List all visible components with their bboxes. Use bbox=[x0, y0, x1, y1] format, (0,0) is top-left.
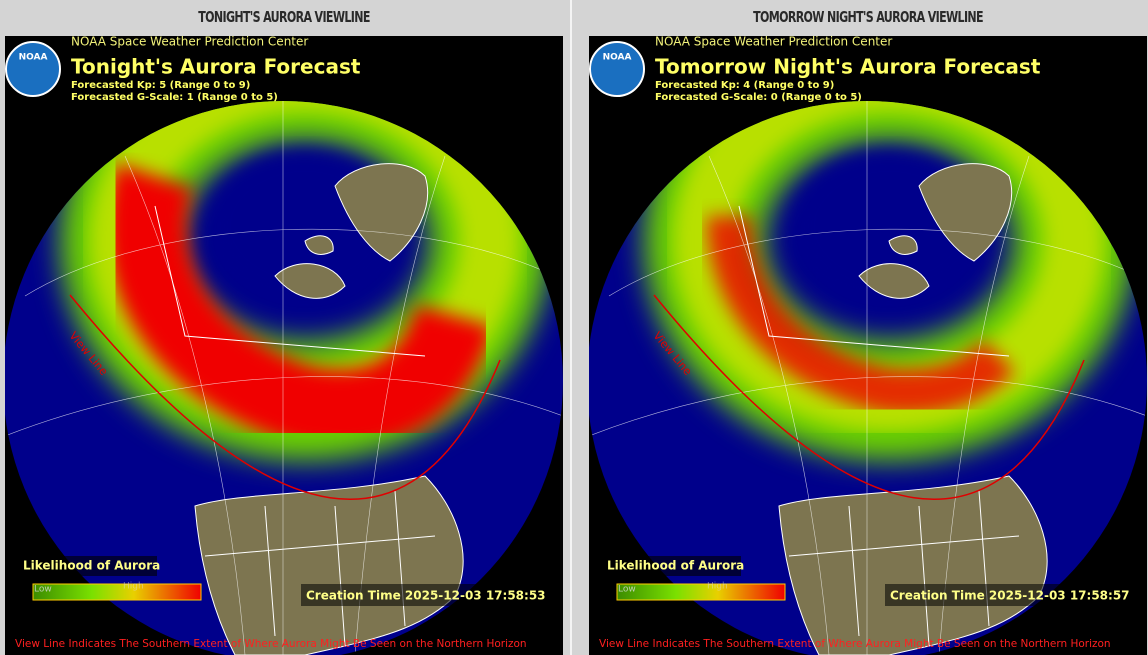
noaa-logo-text: NOAA bbox=[603, 53, 632, 63]
legend-bar bbox=[616, 583, 786, 601]
legend-title: Likelihood of Aurora bbox=[607, 559, 744, 573]
legend-high: High bbox=[707, 582, 728, 592]
aurora-oval-core bbox=[106, 163, 494, 450]
globe-content bbox=[5, 101, 563, 655]
divider bbox=[570, 0, 572, 655]
panel-heading: TOMORROW NIGHT'S AURORA VIEWLINE bbox=[753, 8, 983, 26]
view-line bbox=[653, 294, 1085, 501]
noaa-logo bbox=[589, 41, 645, 97]
legend-high: High bbox=[123, 582, 144, 592]
noaa-logo-text: NOAA bbox=[19, 53, 48, 63]
legend-bar bbox=[32, 583, 202, 601]
g-scale-forecast: Forecasted G-Scale: 0 (Range 0 to 5) bbox=[655, 92, 862, 103]
panel: TOMORROW NIGHT'S AURORA VIEWLINE View Lin… bbox=[584, 0, 1148, 655]
kp-forecast: Forecasted Kp: 4 (Range 0 to 9) bbox=[655, 80, 834, 91]
borders bbox=[738, 205, 1020, 647]
forecast-title: Tomorrow Night's Aurora Forecast bbox=[655, 55, 1041, 79]
view-line bbox=[69, 294, 501, 501]
source: NOAA Space Weather Prediction Center bbox=[71, 36, 308, 49]
greenland bbox=[918, 163, 1013, 262]
creation-time: Creation Time 2025-12-03 17:58:57 bbox=[890, 589, 1130, 603]
panel-heading: TONIGHT'S AURORA VIEWLINE bbox=[198, 8, 370, 26]
creation-time-box bbox=[301, 584, 541, 606]
panel: TONIGHT'S AURORA VIEWLINE View Line NOAA NO… bbox=[0, 0, 568, 655]
globe-content bbox=[589, 101, 1147, 655]
source: NOAA Space Weather Prediction Center bbox=[655, 36, 892, 49]
g-scale-forecast: Forecasted G-Scale: 1 (Range 0 to 5) bbox=[71, 92, 278, 103]
legend-low: Low bbox=[34, 585, 52, 595]
forecast-title: Tonight's Aurora Forecast bbox=[71, 55, 361, 79]
creation-time: Creation Time 2025-12-03 17:58:53 bbox=[306, 589, 546, 603]
aurora-oval-core bbox=[706, 215, 1015, 415]
legend-box bbox=[601, 556, 741, 576]
kp-forecast: Forecasted Kp: 5 (Range 0 to 9) bbox=[71, 80, 250, 91]
footnote: View Line Indicates The Southern Extent … bbox=[599, 638, 1111, 650]
legend-box bbox=[17, 556, 157, 576]
legend-title: Likelihood of Aurora bbox=[23, 559, 160, 573]
arctic-islands bbox=[274, 235, 346, 299]
arctic-islands bbox=[858, 235, 930, 299]
noaa-logo bbox=[5, 41, 61, 97]
borders bbox=[154, 205, 436, 647]
footnote: View Line Indicates The Southern Extent … bbox=[15, 638, 527, 650]
legend-low: Low bbox=[618, 585, 636, 595]
greenland bbox=[334, 163, 429, 262]
creation-time-box bbox=[885, 584, 1125, 606]
graticule bbox=[589, 101, 1147, 655]
graticule bbox=[5, 101, 563, 655]
